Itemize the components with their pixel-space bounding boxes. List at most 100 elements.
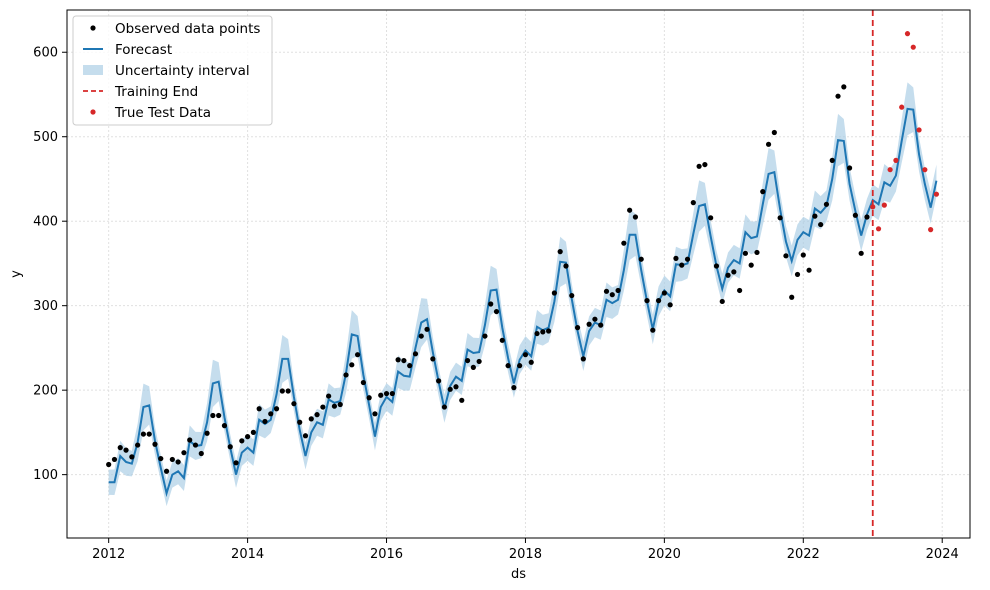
- y-tick-label: 600: [33, 46, 58, 61]
- observed-point: [777, 215, 783, 221]
- observed-point: [245, 434, 251, 440]
- observed-point: [621, 240, 627, 246]
- uncertainty-band-area: [108, 82, 937, 507]
- x-tick-label: 2012: [92, 547, 125, 562]
- legend-label: Training End: [114, 84, 198, 100]
- observed-point: [117, 445, 123, 451]
- observed-point: [453, 384, 459, 390]
- x-tick-label: 2016: [370, 547, 403, 562]
- observed-point: [847, 165, 853, 171]
- observed-point: [187, 437, 193, 443]
- legend: Observed data points Forecast Uncertainty …: [72, 15, 273, 126]
- observed-point: [123, 447, 129, 453]
- observed-point: [667, 302, 673, 308]
- observed-point: [250, 429, 256, 435]
- observed-point: [198, 450, 204, 457]
- observed-point: [794, 271, 801, 278]
- observed-point: [181, 450, 187, 456]
- observed-point: [285, 388, 291, 394]
- y-tick-label: 400: [33, 215, 58, 230]
- observed-point: [563, 263, 569, 269]
- observed-point: [424, 326, 430, 332]
- axis-ticks: 2012 2014 2016 2018 2020 2022 2024 100 200 300 400…: [33, 46, 959, 562]
- plot-frame: [66, 9, 971, 539]
- observed-point: [858, 250, 864, 256]
- observed-point: [221, 423, 228, 429]
- observed-point: [239, 438, 245, 444]
- observed-point: [789, 294, 795, 300]
- observed-point: [632, 214, 639, 220]
- observed-point: [609, 292, 615, 298]
- legend-item-interval: Uncertainty interval: [83, 63, 250, 79]
- legend-label: Uncertainty interval: [115, 63, 250, 79]
- observed-point: [615, 287, 621, 294]
- observed-point: [430, 356, 436, 362]
- observed-point: [806, 267, 812, 273]
- legend-marker: [83, 65, 103, 75]
- observed-point: [650, 327, 656, 333]
- legend-box: [72, 15, 273, 126]
- observed-point: [210, 412, 216, 419]
- observed-point: [273, 406, 280, 412]
- test-point: [881, 202, 887, 208]
- observed-point: [268, 411, 274, 417]
- y-tick-label: 100: [33, 468, 58, 483]
- test-point: [893, 157, 899, 163]
- observed-point: [517, 363, 523, 369]
- observed-point: [713, 263, 720, 269]
- observed-point: [783, 253, 789, 259]
- observed-point: [135, 442, 141, 448]
- observed-point: [522, 352, 529, 358]
- observed-point: [233, 460, 239, 466]
- observed-point: [771, 129, 777, 136]
- observed-point: [864, 214, 870, 220]
- observed-point: [349, 362, 355, 368]
- y-tick-label: 300: [33, 299, 58, 314]
- observed-point: [418, 333, 424, 339]
- observed-point: [818, 221, 824, 228]
- observed-point: [574, 325, 581, 331]
- legend-item-observed: Observed data points: [90, 21, 260, 37]
- observed-point: [146, 431, 152, 437]
- observed-point: [725, 272, 731, 278]
- observed-point: [343, 372, 349, 378]
- observed-point: [476, 358, 482, 365]
- observed-point: [169, 456, 175, 463]
- observed-point: [111, 456, 118, 463]
- y-tick-label: 200: [33, 384, 58, 399]
- test-points: [870, 31, 940, 233]
- observed-point: [262, 418, 268, 425]
- observed-point: [175, 459, 181, 465]
- legend-marker: [90, 109, 96, 115]
- observed-point: [412, 351, 419, 357]
- observed-point: [216, 412, 222, 419]
- observed-point: [372, 411, 378, 417]
- observed-point: [655, 298, 662, 304]
- observed-point: [204, 430, 210, 436]
- observed-point: [459, 397, 465, 403]
- observed-point: [366, 395, 372, 401]
- x-tick-label: 2014: [231, 547, 264, 562]
- observed-point: [679, 262, 685, 268]
- observed-point: [586, 321, 592, 327]
- observed-point: [320, 404, 326, 410]
- observed-point: [163, 468, 170, 474]
- x-tick-label: 2022: [787, 547, 820, 562]
- forecast-line: [108, 107, 938, 498]
- observed-point: [464, 357, 471, 364]
- observed-point: [511, 385, 517, 391]
- observed-point: [470, 364, 476, 370]
- observed-point: [401, 357, 407, 364]
- observed-point: [812, 213, 818, 219]
- x-tick-label: 2020: [648, 547, 681, 562]
- observed-point: [852, 212, 858, 218]
- observed-point: [488, 301, 494, 307]
- observed-point: [696, 163, 702, 169]
- observed-point: [592, 316, 598, 322]
- x-tick-label: 2018: [509, 547, 542, 562]
- observed-point: [835, 93, 841, 99]
- observed-point: [627, 207, 633, 213]
- test-point: [928, 227, 934, 233]
